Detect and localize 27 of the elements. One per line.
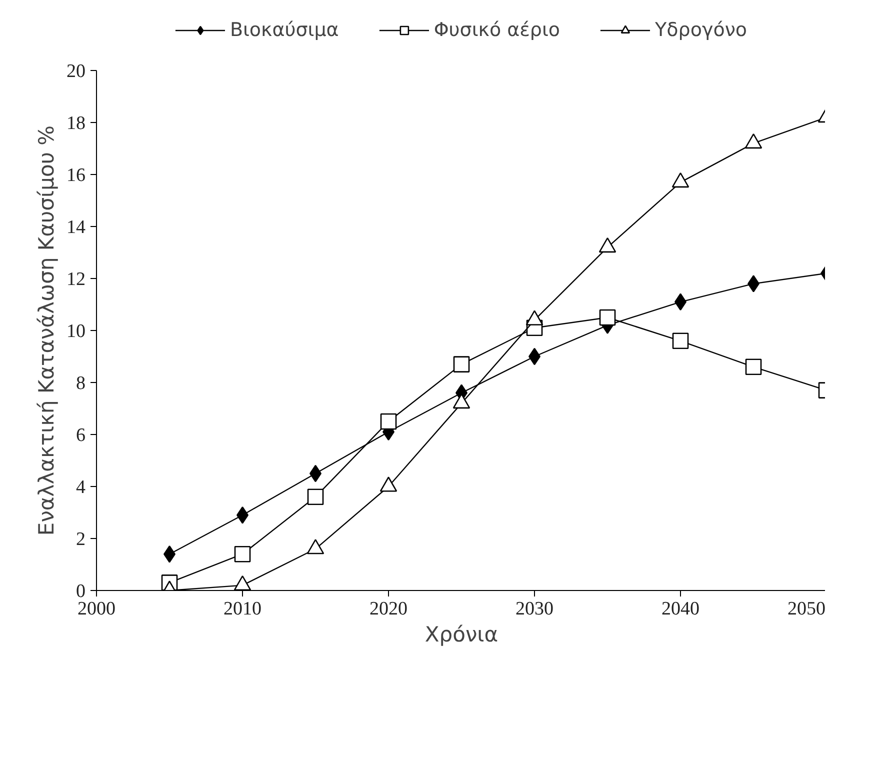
legend-label: Βιοκαύσιμα (230, 19, 339, 41)
x-tick-label: 2020 (370, 598, 408, 620)
y-tick-label: 14 (66, 217, 86, 238)
point (745, 358, 762, 376)
y-tick-label: 4 (76, 477, 86, 498)
legend-label: Φυσικό αέριο (434, 19, 560, 41)
point (599, 309, 616, 326)
point (380, 413, 397, 430)
y-tick-label: 12 (66, 269, 86, 290)
point (234, 546, 251, 562)
x-tick-label: 2030 (516, 598, 554, 620)
y-tick-label: 20 (66, 61, 86, 82)
y-tick-label: 10 (66, 321, 86, 342)
y-tick-label: 6 (76, 425, 86, 446)
x-tick-label: 2050 (788, 598, 826, 620)
y-tick-label: 2 (76, 529, 86, 550)
legend-label: Υδρογόνο (655, 19, 748, 41)
x-tick-label: 2010 (224, 598, 262, 620)
point (307, 488, 324, 506)
x-axis-title: Χρόνια (424, 622, 498, 646)
y-axis-title: Εναλλακτική Κατανάλωση Καυσίμου % (34, 125, 58, 536)
point (453, 356, 470, 372)
point (672, 332, 689, 350)
y-tick-label: 16 (66, 165, 86, 186)
y-tick-label: 18 (66, 113, 86, 134)
y-tick-label: 8 (76, 373, 86, 394)
x-tick-label: 2040 (662, 598, 700, 620)
